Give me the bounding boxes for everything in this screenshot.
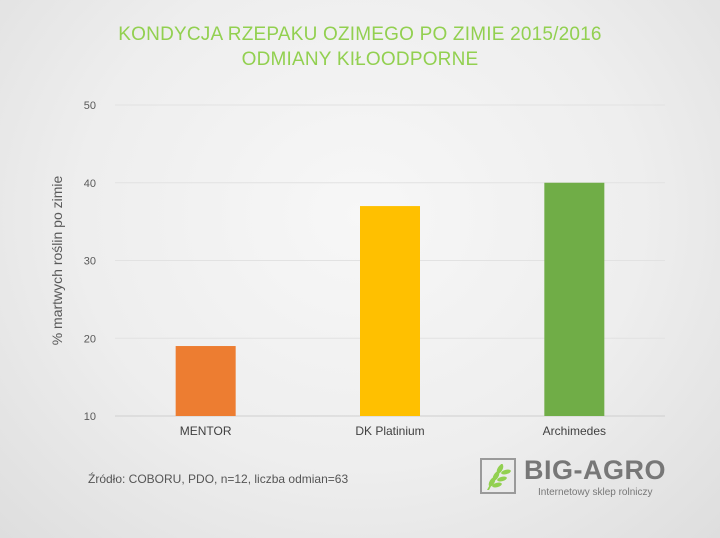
y-tick-label-40: 40 [84, 178, 96, 190]
chart-title-block: KONDYCJA RZEPAKU OZIMEGO PO ZIMIE 2015/2… [0, 22, 720, 72]
y-tick-label-50: 50 [84, 100, 96, 112]
bar-archimedes [544, 182, 605, 416]
y-tick-label-10: 10 [84, 411, 96, 423]
x-tick-label-archimedes: Archimedes [543, 424, 606, 438]
x-tick-label-dk-platinium: DK Platinium [355, 424, 424, 438]
y-tick-label-20: 20 [84, 333, 96, 345]
wheat-icon [487, 464, 511, 490]
y-axis-label: % martwych roślin po zimie [49, 175, 65, 345]
bar-mentor [175, 346, 236, 416]
source-note: Źródło: COBORU, PDO, n=12, liczba odmian… [88, 472, 349, 486]
logo-name: BIG-AGRO [524, 455, 666, 485]
logo-frame [480, 458, 516, 494]
y-tick-label-30: 30 [84, 256, 96, 268]
big-agro-logo: BIG-AGRO Internetowy sklep rolniczy [478, 455, 678, 506]
chart-subtitle: ODMIANY KIŁOODPORNE [241, 49, 479, 70]
logo-tagline: Internetowy sklep rolniczy [538, 487, 653, 498]
x-tick-label-mentor: MENTOR [180, 424, 232, 438]
chart-title: KONDYCJA RZEPAKU OZIMEGO PO ZIMIE 2015/2… [118, 24, 602, 45]
bar-dk-platinium [360, 206, 420, 416]
